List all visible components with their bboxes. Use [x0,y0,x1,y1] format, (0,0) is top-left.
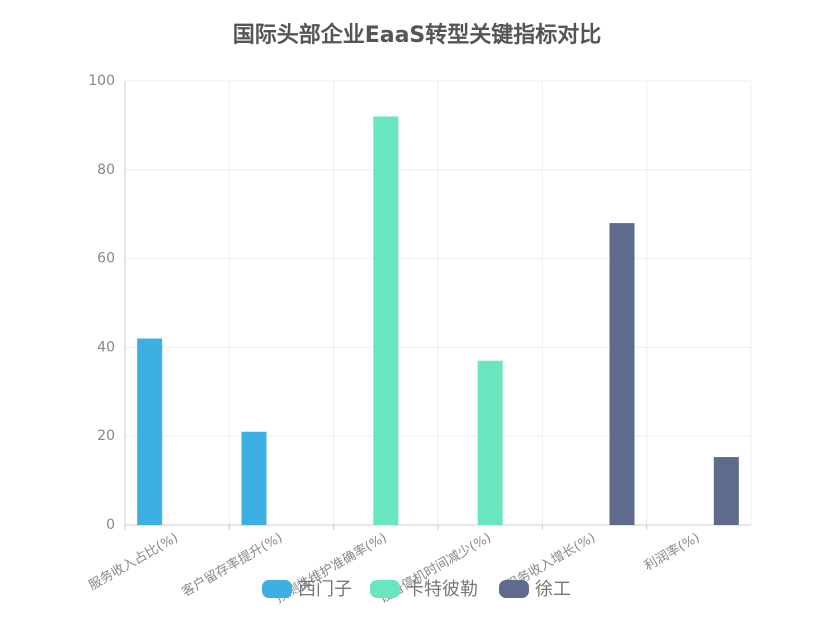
y-tick-label: 60 [97,251,115,267]
y-tick-label: 80 [97,162,115,178]
legend-swatch [262,580,292,598]
y-tick-label: 100 [88,73,115,89]
bar [137,338,163,525]
x-tick-label: 服务收入占比(%) [86,530,181,594]
chart-title: 国际头部企业EaaS转型关键指标对比 [233,22,602,48]
bar [241,431,267,525]
y-tick-label: 20 [97,428,115,444]
bar [713,457,739,525]
legend-swatch [499,580,529,598]
legend-swatch [370,580,400,598]
legend-label: 卡特彼勒 [406,579,478,600]
y-tick-label: 40 [97,339,115,355]
legend-label: 徐工 [535,579,571,600]
y-tick-label: 0 [106,517,115,533]
bar [609,223,635,525]
x-tick-label: 利润率(%) [641,530,702,575]
legend-label: 西门子 [298,579,352,600]
bar [373,116,399,526]
bar [477,360,503,525]
